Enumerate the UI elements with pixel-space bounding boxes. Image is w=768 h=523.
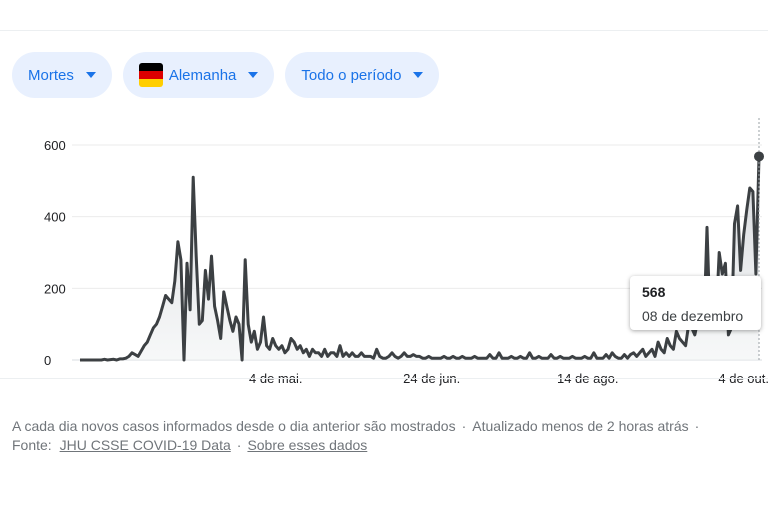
separator: · bbox=[694, 418, 700, 434]
chevron-down-icon bbox=[85, 72, 96, 78]
tooltip-date: 08 de dezembro bbox=[642, 308, 744, 324]
period-label: Todo o período bbox=[301, 66, 402, 84]
germany-flag-icon bbox=[138, 63, 163, 87]
separator: · bbox=[236, 437, 242, 453]
country-label: Alemanha bbox=[168, 66, 237, 84]
metric-dropdown[interactable]: Mortes bbox=[12, 52, 112, 98]
chart-tooltip: 568 08 de dezembro bbox=[630, 276, 761, 330]
y-tick-label: 400 bbox=[44, 210, 66, 225]
period-dropdown[interactable]: Todo o período bbox=[285, 52, 440, 98]
filter-bar: Mortes Alemanha Todo o período bbox=[12, 52, 440, 98]
footer: A cada dia novos casos informados desde … bbox=[12, 417, 762, 455]
deaths-chart[interactable]: 0 200 400 600 4 de mai. 24 de jun. 14 de ago.… bbox=[0, 110, 768, 400]
series-line bbox=[80, 156, 761, 362]
footer-updated: Atualizado menos de 2 horas atrás bbox=[472, 418, 689, 434]
chevron-down-icon bbox=[248, 72, 259, 78]
y-tick-label: 200 bbox=[44, 281, 66, 296]
source-link[interactable]: JHU CSSE COVID-19 Data bbox=[59, 437, 231, 453]
footer-line-2: Fonte: JHU CSSE COVID-19 Data · Sobre esse… bbox=[12, 436, 762, 455]
about-data-link[interactable]: Sobre esses dados bbox=[247, 437, 368, 453]
series-area bbox=[80, 156, 759, 360]
country-dropdown[interactable]: Alemanha bbox=[122, 52, 275, 98]
top-divider bbox=[0, 30, 768, 31]
footer-note: A cada dia novos casos informados desde … bbox=[12, 418, 456, 434]
metric-label: Mortes bbox=[28, 66, 74, 84]
hover-point bbox=[754, 151, 764, 162]
chart-divider bbox=[0, 378, 768, 379]
y-tick-label: 0 bbox=[44, 353, 51, 368]
footer-line-1: A cada dia novos casos informados desde … bbox=[12, 417, 762, 436]
separator: · bbox=[461, 418, 467, 434]
source-label: Fonte: bbox=[12, 437, 52, 453]
chevron-down-icon bbox=[413, 72, 424, 78]
tooltip-value: 568 bbox=[642, 284, 666, 300]
y-tick-label: 600 bbox=[44, 138, 66, 153]
